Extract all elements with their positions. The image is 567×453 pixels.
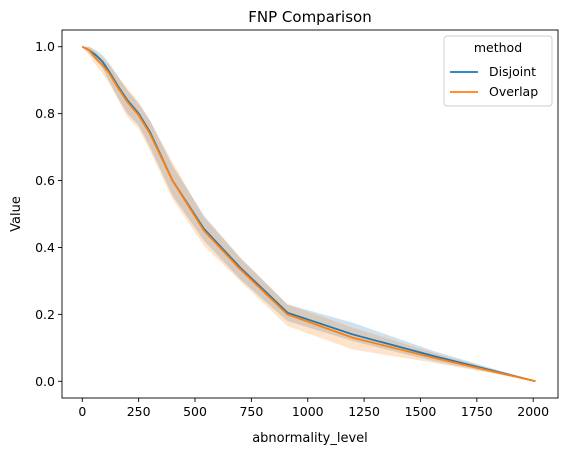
x-axis-label: abnormality_level [252, 431, 368, 446]
x-tick-label: 1000 [292, 404, 324, 419]
x-tick-label: 250 [127, 404, 151, 419]
y-axis-ticks: 0.0 0.2 0.4 0.6 0.8 1.0 [35, 39, 62, 389]
x-tick-label: 1750 [461, 404, 493, 419]
y-tick-label: 0.4 [35, 240, 55, 255]
y-axis-label: Value [9, 196, 24, 232]
y-tick-label: 0.0 [35, 374, 55, 389]
legend-label-overlap: Overlap [489, 84, 538, 99]
x-tick-label: 0 [78, 404, 86, 419]
confidence-bands [82, 46, 536, 382]
ci-band-disjoint [82, 46, 536, 382]
x-tick-label: 1500 [405, 404, 437, 419]
y-tick-label: 0.2 [35, 307, 55, 322]
y-tick-label: 0.8 [35, 106, 55, 121]
series-line-overlap [81, 45, 536, 383]
y-tick-label: 1.0 [35, 39, 55, 54]
legend-title: method [474, 40, 522, 55]
legend-label-disjoint: Disjoint [489, 64, 536, 79]
series-lines [81, 45, 536, 383]
legend: method Disjoint Overlap [443, 35, 553, 107]
legend-frame [443, 35, 553, 107]
chart-title: FNP Comparison [248, 8, 371, 26]
x-axis-ticks: 0 250 500 750 1000 1250 1500 1750 2000 [78, 398, 549, 419]
x-tick-label: 500 [183, 404, 207, 419]
plot-frame [61, 29, 559, 399]
x-tick-label: 750 [239, 404, 263, 419]
x-tick-label: 1250 [348, 404, 380, 419]
x-tick-label: 2000 [517, 404, 549, 419]
y-tick-label: 0.6 [35, 173, 55, 188]
ci-band-overlap [82, 46, 536, 382]
